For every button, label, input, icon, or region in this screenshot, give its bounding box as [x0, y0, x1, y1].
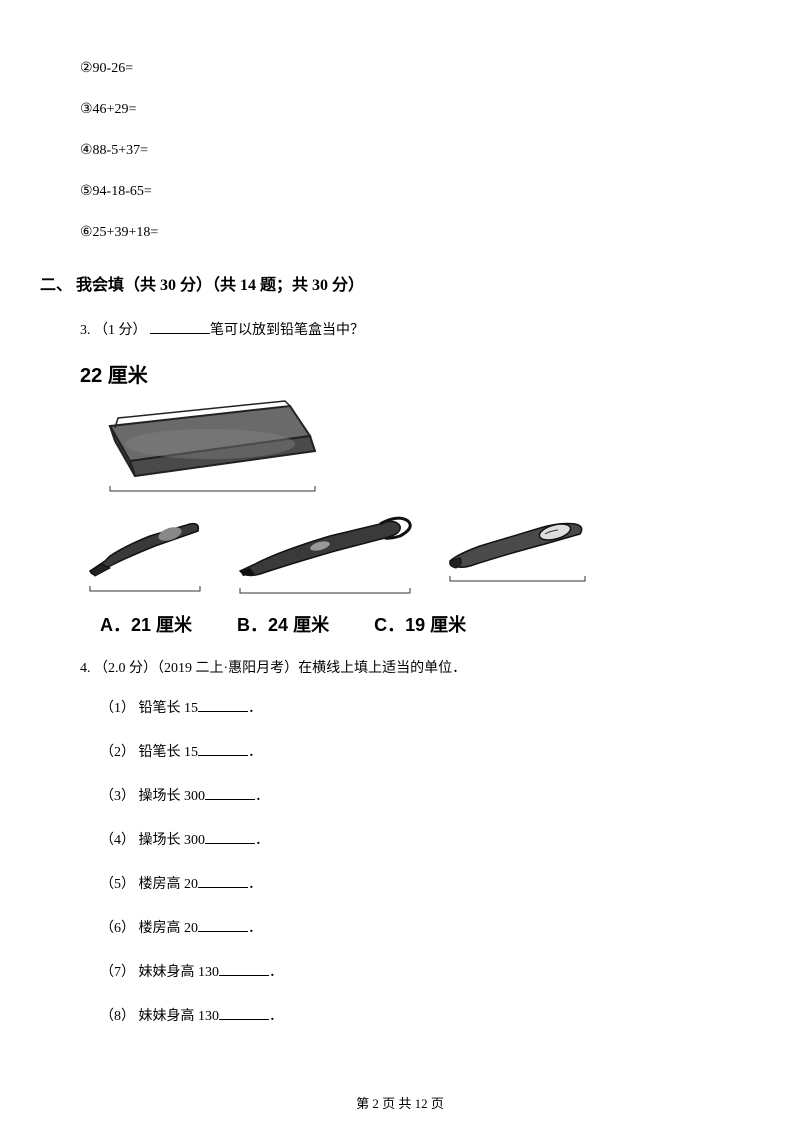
- q3-prefix: 3. （1 分）: [80, 323, 150, 338]
- q4-s8-suffix: ．: [269, 1009, 283, 1024]
- q3-suffix: 笔可以放到铅笔盒当中？: [210, 323, 364, 338]
- problem-5: ⑤94-18-65=: [80, 183, 720, 200]
- q4-sub-8: （8） 妹妹身高 130 ．: [100, 1005, 720, 1025]
- q4-s1-blank[interactable]: [198, 698, 248, 712]
- q4-s3-suffix: ．: [255, 789, 269, 804]
- q4-s2-blank[interactable]: [198, 742, 248, 756]
- q4-sub-1: （1） 铅笔长 15 ．: [100, 697, 720, 717]
- q4-sub-2: （2） 铅笔长 15 ．: [100, 741, 720, 761]
- problem-6: ⑥25+39+18=: [80, 224, 720, 241]
- q4-s2-suffix: ．: [248, 745, 262, 760]
- q4-s5-suffix: ．: [248, 877, 262, 892]
- q4-s8-blank[interactable]: [219, 1006, 269, 1020]
- section-header: 二、 我会填（共 30 分）（共 14 题；共 30 分）: [40, 271, 720, 295]
- q4-s1-prefix: （1） 铅笔长 15: [100, 701, 198, 716]
- q3-blank[interactable]: [150, 320, 210, 334]
- q4-s6-suffix: ．: [248, 921, 262, 936]
- problem-3: ③46+29=: [80, 101, 720, 118]
- problem-4: ④88-5+37=: [80, 142, 720, 159]
- pen-b-icon: [240, 518, 410, 576]
- q4-s1-suffix: ．: [248, 701, 262, 716]
- q4-sub-7: （7） 妹妹身高 130 ．: [100, 961, 720, 981]
- q4-s4-blank[interactable]: [205, 830, 255, 844]
- option-c: C．19 厘米: [374, 611, 466, 637]
- q4-s2-prefix: （2） 铅笔长 15: [100, 745, 198, 760]
- pen-c-icon: [450, 521, 582, 568]
- q4-s3-prefix: （3） 操场长 300: [100, 789, 205, 804]
- q4-s4-suffix: ．: [255, 833, 269, 848]
- q4-sub-6: （6） 楼房高 20 ．: [100, 917, 720, 937]
- pen-a-icon: [87, 510, 203, 581]
- q4-sub-3: （3） 操场长 300 ．: [100, 785, 720, 805]
- image-block: 22 厘米: [80, 359, 720, 637]
- option-b: B．24 厘米: [237, 611, 329, 637]
- q4-s5-blank[interactable]: [198, 874, 248, 888]
- q4-s6-prefix: （6） 楼房高 20: [100, 921, 198, 936]
- q4-s7-prefix: （7） 妹妹身高 130: [100, 965, 219, 980]
- ruler-label: 22 厘米: [80, 359, 720, 388]
- problem-2: ②90-26=: [80, 60, 720, 77]
- q4-sub-4: （4） 操场长 300 ．: [100, 829, 720, 849]
- page-footer: 第 2 页 共 12 页: [0, 1093, 800, 1112]
- q4-s4-prefix: （4） 操场长 300: [100, 833, 205, 848]
- q4-s6-blank[interactable]: [198, 918, 248, 932]
- q4-s8-prefix: （8） 妹妹身高 130: [100, 1009, 219, 1024]
- q4-s3-blank[interactable]: [205, 786, 255, 800]
- q4-sub-5: （5） 楼房高 20 ．: [100, 873, 720, 893]
- option-a: A．21 厘米: [100, 611, 192, 637]
- q4-s7-blank[interactable]: [219, 962, 269, 976]
- question-3: 3. （1 分） 笔可以放到铅笔盒当中？: [80, 319, 720, 339]
- options-row: A．21 厘米 B．24 厘米 C．19 厘米: [100, 611, 720, 637]
- q4-s5-prefix: （5） 楼房高 20: [100, 877, 198, 892]
- q4-s7-suffix: ．: [269, 965, 283, 980]
- drawing-area: [80, 396, 600, 596]
- question-4: 4. （2.0 分）（2019 二上·惠阳月考）在横线上填上适当的单位．: [80, 657, 720, 677]
- pencil-case-icon: [110, 401, 315, 476]
